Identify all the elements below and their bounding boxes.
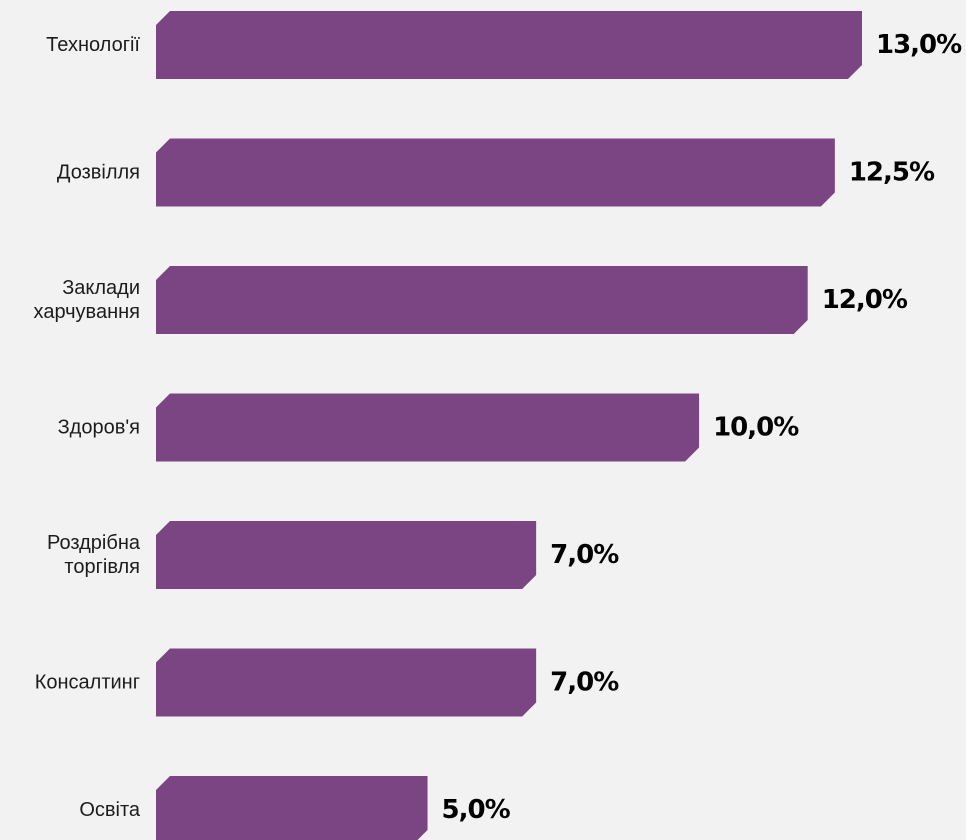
category-label: Освіта (79, 799, 141, 821)
bar-1 (156, 138, 835, 207)
bar-2 (156, 266, 808, 334)
value-label: 12,5% (849, 158, 935, 188)
bar-5 (156, 648, 537, 717)
value-label: 13,0% (876, 30, 962, 60)
category-label: Технології (46, 34, 140, 56)
category-label: Консалтинг (35, 672, 140, 694)
bar-4 (156, 521, 537, 589)
category-label: Дозвілля (57, 162, 140, 184)
category-label: Заклади (62, 277, 140, 299)
bar-0 (156, 11, 862, 79)
bar-6 (156, 776, 428, 840)
category-label: Роздрібна (47, 532, 141, 554)
category-label: Здоров'я (58, 417, 140, 439)
category-label: харчування (34, 301, 140, 323)
value-label: 7,0% (550, 668, 619, 698)
value-label: 5,0% (442, 795, 511, 825)
value-label: 10,0% (713, 413, 799, 443)
category-label: торгівля (64, 556, 140, 578)
value-label: 12,0% (822, 285, 908, 315)
value-label: 7,0% (550, 540, 619, 570)
bar-3 (156, 393, 700, 462)
